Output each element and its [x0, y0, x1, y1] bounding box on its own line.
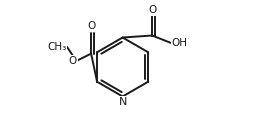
Text: O: O: [69, 56, 77, 66]
Text: O: O: [87, 21, 95, 31]
Text: N: N: [119, 97, 127, 107]
Text: CH₃: CH₃: [47, 42, 66, 52]
Text: O: O: [148, 5, 156, 15]
Text: OH: OH: [172, 38, 187, 48]
